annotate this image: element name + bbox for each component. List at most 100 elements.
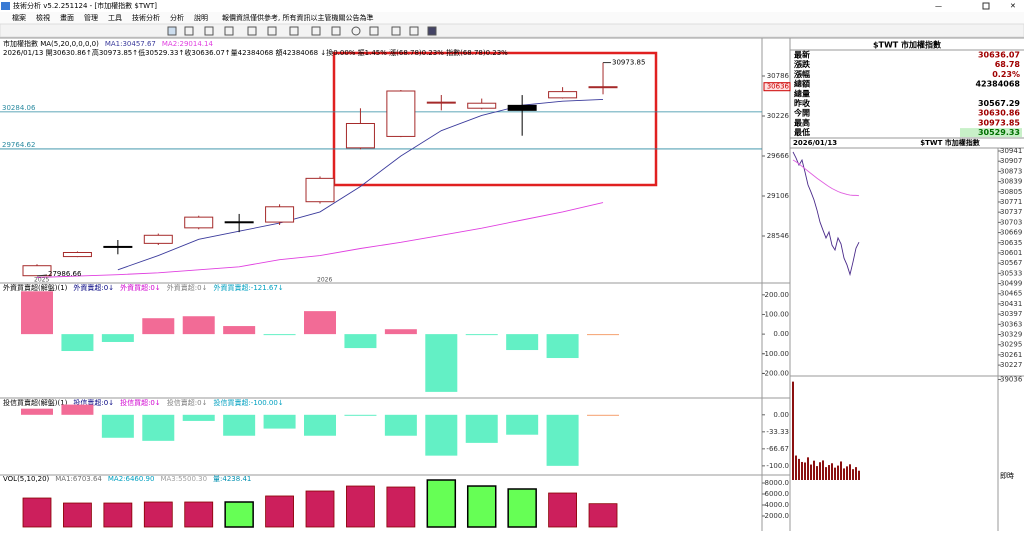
bar — [304, 414, 337, 436]
quote-label: 漲幅 — [794, 69, 810, 79]
y-tick-label: 30737 — [1000, 208, 1022, 216]
menu-item[interactable]: 分析 — [170, 13, 184, 22]
y-tick-label: 30669 — [1000, 229, 1022, 237]
y-tick-label: 30329 — [1000, 331, 1022, 339]
y-tick-label: 30771 — [1000, 198, 1022, 206]
y-tick-label: 30907 — [1000, 157, 1022, 165]
candle-body — [62, 252, 92, 258]
y-tick-label: 30941 — [1000, 147, 1022, 155]
tool-icon[interactable] — [351, 26, 361, 36]
menu-item[interactable]: 管理 — [84, 13, 98, 22]
quote-label: 最高 — [794, 117, 810, 127]
volume-bar — [305, 490, 335, 528]
panel-legend: 外資買超:0↓ — [120, 283, 161, 292]
intraday-volume-bar — [852, 469, 854, 480]
menu-item[interactable]: 檔案 — [12, 13, 26, 22]
bar — [21, 291, 53, 335]
y-tick-label: 100.00 — [765, 310, 790, 318]
menu-item[interactable]: 檢視 — [36, 13, 50, 22]
y-tick-label: 30295 — [1000, 341, 1022, 349]
volume-bar — [548, 492, 577, 528]
volume-bar — [507, 488, 537, 528]
bar — [425, 414, 458, 456]
volume-bar — [346, 485, 375, 528]
bar — [344, 334, 377, 349]
tool-icon[interactable] — [409, 26, 419, 36]
legend-entry: MA2:29014.14 — [162, 40, 214, 48]
tool-icon[interactable] — [311, 26, 321, 36]
volume-bar — [103, 502, 133, 528]
quote-label: 昨收 — [794, 98, 810, 108]
volume-bar — [588, 503, 618, 528]
volume-bar — [466, 485, 497, 528]
y-tick-label: 30431 — [1000, 300, 1022, 308]
intraday-line — [792, 151, 860, 277]
volume-bar — [184, 501, 214, 528]
app-icon — [1, 2, 10, 10]
y-tick-label: 200.00 — [765, 291, 790, 299]
tool-icon[interactable] — [267, 26, 277, 36]
toolbar-icons — [167, 26, 437, 36]
y-tick-label: 29106 — [767, 192, 790, 200]
y-tick-label: 30227 — [1000, 361, 1022, 369]
panel-legend: 外資賣超:0↓ — [167, 283, 208, 292]
low-label: 27986.66 — [48, 270, 82, 278]
tool-icon[interactable] — [184, 26, 194, 36]
intraday-volume-bar — [858, 470, 860, 480]
bar — [101, 334, 134, 342]
quote-value: 30973.85 — [978, 118, 1020, 127]
intraday-line — [792, 159, 860, 197]
tool-icon[interactable] — [247, 26, 257, 36]
close-button[interactable]: ✕ — [1010, 2, 1016, 10]
quote-value-bg — [960, 128, 1022, 138]
tool-icon[interactable] — [331, 26, 341, 36]
panel-subtitle: 2026/01/13 開30630.86↑高30973.85↑低30529.33… — [3, 48, 508, 57]
bar — [425, 334, 458, 392]
tool-icon[interactable] — [204, 26, 214, 36]
quote-value: 42384068 — [975, 80, 1020, 89]
menu-item[interactable]: 畫面 — [60, 13, 74, 22]
intraday-volume-bar — [816, 466, 818, 480]
bar — [263, 414, 296, 429]
panel-legend: 投信買賣超:-100.00↓ — [213, 398, 283, 407]
y-tick-label: -66.67 — [766, 445, 789, 453]
y-tick-label: 39036 — [1000, 375, 1023, 383]
candle-body — [426, 101, 456, 104]
tool-icon[interactable] — [289, 26, 299, 36]
y-tick-label: 30567 — [1000, 259, 1022, 267]
tool-icon[interactable] — [224, 26, 234, 36]
quote-label: 總額 — [794, 79, 810, 89]
menu-item[interactable]: 說明 — [194, 13, 208, 22]
bar — [506, 414, 539, 435]
candle-body — [588, 86, 618, 89]
y-tick-label: 30601 — [1000, 249, 1022, 257]
bar — [21, 408, 53, 415]
y-tick-label: 28546 — [767, 232, 790, 240]
x-tick-label: 2026 — [317, 277, 332, 284]
tool-icon[interactable] — [427, 26, 437, 36]
tool-icon[interactable] — [391, 26, 401, 36]
maximize-button[interactable] — [982, 2, 990, 10]
panel-title: 市加權指數 MA(5,20,0,0,0,0) — [3, 39, 99, 48]
highlight-box — [332, 51, 658, 187]
ma-line — [36, 202, 604, 278]
panel-title: 投信買賣超(解盤)(1) — [3, 398, 68, 407]
intraday-volume-bar — [804, 462, 806, 480]
bar — [546, 414, 579, 466]
y-tick-label: 0.00 — [773, 411, 789, 419]
panel-legend: MA1:6703.64 — [55, 475, 102, 483]
intraday-volume-bar — [807, 457, 809, 480]
quote-label: 最新 — [794, 50, 810, 60]
quote-label: 今開 — [793, 108, 810, 118]
menu-item[interactable]: 工具 — [108, 14, 122, 22]
bar — [101, 414, 134, 438]
intraday-volume-bar — [849, 464, 851, 480]
minimize-button[interactable]: — — [935, 2, 942, 10]
intraday-volume-bar — [837, 465, 839, 480]
tool-icon[interactable] — [167, 26, 177, 36]
bar — [61, 334, 94, 352]
tool-icon[interactable] — [369, 26, 379, 36]
y-tick-label: 30703 — [1000, 218, 1022, 226]
bar — [344, 414, 377, 416]
menu-item[interactable]: 技術分析 — [132, 13, 160, 22]
